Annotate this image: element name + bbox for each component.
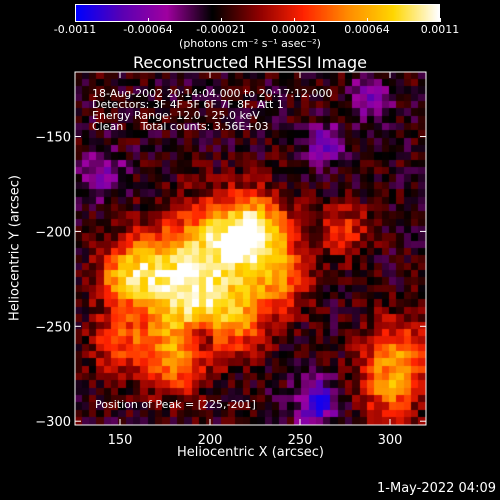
colorbar-tick-mark	[75, 18, 76, 22]
chart-title: Reconstructed RHESSI Image	[133, 53, 367, 72]
annotation-detectors: Detectors: 3F 4F 5F 6F 7F 8F, Att 1	[92, 98, 284, 111]
colorbar-tick-mark	[148, 18, 149, 22]
heatmap-image	[75, 72, 426, 425]
y-tick-label: −300	[35, 415, 71, 430]
annotation-clean-counts: Clean Total counts: 3.56E+03	[92, 120, 269, 133]
colorbar-tick-mark	[367, 18, 368, 22]
colorbar-tick-label: 0.0011	[420, 23, 460, 36]
plot-timestamp: 1-May-2022 04:09	[377, 481, 496, 496]
colorbar-tick-label: -0.0011	[53, 23, 97, 36]
colorbar-tick-mark	[221, 18, 222, 22]
colorbar-tick-mark	[440, 18, 441, 22]
colorbar-tick-label: -0.00064	[123, 23, 173, 36]
colorbar	[75, 4, 440, 22]
annotation-block: 18-Aug-2002 20:14:04.000 to 20:17:12.000…	[92, 88, 333, 132]
annotation-time-range: 18-Aug-2002 20:14:04.000 to 20:17:12.000	[92, 87, 333, 100]
annotation-energy-range: Energy Range: 12.0 - 25.0 keV	[92, 109, 260, 122]
colorbar-tick-label: 0.00021	[271, 23, 317, 36]
y-tick-label: −150	[35, 131, 71, 146]
colorbar-tick-mark	[294, 18, 295, 22]
x-tick-label: 250	[288, 433, 313, 448]
x-tick-label: 150	[108, 433, 133, 448]
x-tick-label: 300	[378, 433, 403, 448]
colorbar-units-label: (photons cm⁻² s⁻¹ asec⁻²)	[179, 37, 321, 50]
peak-position-label: Position of Peak = [225,-201]	[95, 398, 256, 411]
x-axis-label: Heliocentric X (arcsec)	[177, 445, 324, 460]
y-axis-label: Heliocentric Y (arcsec)	[7, 175, 23, 321]
colorbar-tick-label: -0.00021	[196, 23, 246, 36]
colorbar-tick-label: 0.00064	[344, 23, 390, 36]
y-tick-label: −200	[35, 225, 71, 240]
x-tick-label: 200	[198, 433, 223, 448]
y-tick-label: −250	[35, 320, 71, 335]
plot-frame	[74, 71, 427, 426]
